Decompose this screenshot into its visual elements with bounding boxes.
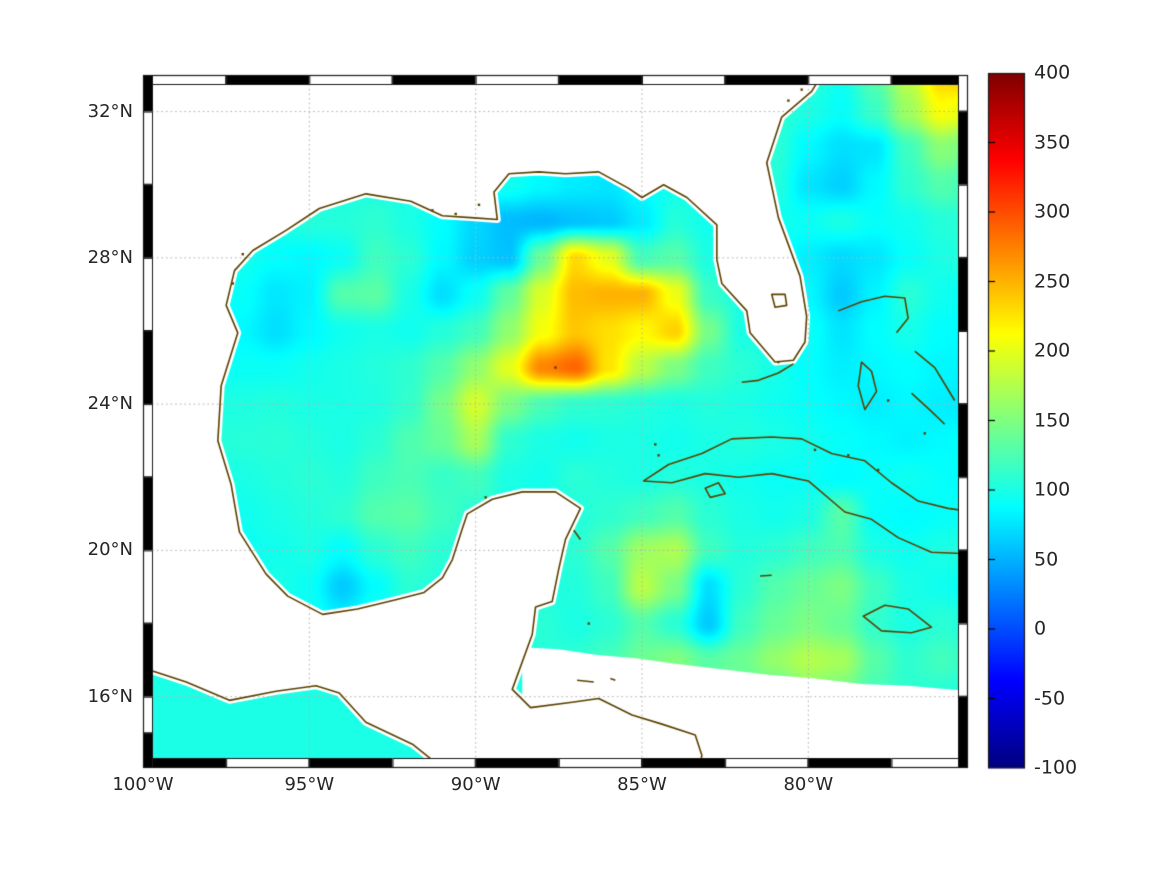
colorbar-tick-label: 350 [1034,131,1071,153]
x-tick-label: 95°W [284,774,335,795]
y-tick-label: 28°N [87,246,133,268]
colorbar-tick-label: -100 [1034,756,1078,779]
x-tick-label: 85°W [617,774,667,795]
colorbar-tick-label: 400 [1034,61,1071,84]
x-tick-label: 90°W [450,774,501,795]
x-tick-label: 100°W [112,774,174,795]
x-tick-label: 80°W [783,774,834,795]
colorbar-tick-label: -50 [1034,687,1066,709]
colorbar-tick-label: 250 [1034,270,1071,292]
colorbar-tick-label: 200 [1034,339,1071,362]
colorbar-tick-label: 0 [1034,617,1047,640]
colorbar-tick-label: 100 [1034,478,1071,501]
y-tick-label: 20°N [87,539,133,561]
colorbar-tick-label: 50 [1034,548,1059,570]
colorbar-tick-label: 150 [1034,409,1071,431]
colorbar-tick-label: 300 [1034,200,1071,223]
y-tick-label: 16°N [87,685,133,707]
y-tick-label: 24°N [87,393,133,415]
y-tick-label: 32°N [87,100,133,122]
